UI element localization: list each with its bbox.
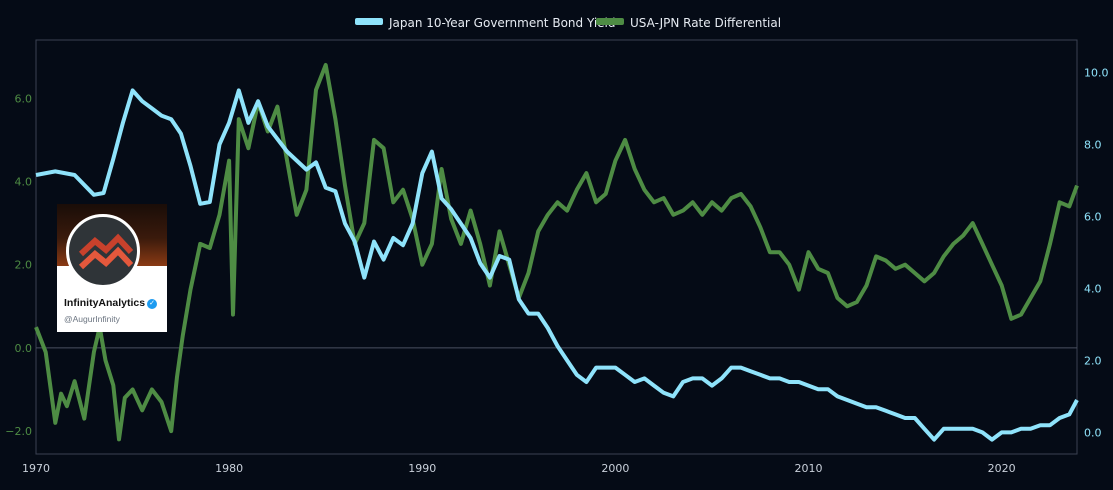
- left-y-tick-label: 2.0: [15, 259, 33, 272]
- x-axis-ticks: 1970 1980 1990 2000 2010 2020: [22, 462, 1016, 475]
- x-tick-label: 2010: [795, 462, 823, 475]
- left-axis-ticks: 6.0 4.0 2.0 0.0 −2.0: [5, 92, 32, 438]
- right-y-tick-label: 0.0: [1084, 426, 1102, 439]
- x-tick-label: 1980: [215, 462, 243, 475]
- left-y-tick-label: 4.0: [15, 175, 33, 188]
- legend-label-differential: USA-JPN Rate Differential: [630, 16, 781, 30]
- series-line-jgb-yield: [35, 88, 1079, 442]
- brand-logo-card: InfinityAnalytics ✓ @AugurInfinity: [57, 204, 167, 332]
- mountain-logo-icon: [78, 233, 134, 270]
- x-tick-label: 2020: [988, 462, 1016, 475]
- legend-swatch-differential: [596, 18, 624, 25]
- verified-check-icon: ✓: [147, 299, 158, 309]
- left-y-tick-label: 0.0: [15, 342, 33, 355]
- logo-avatar: [66, 214, 140, 288]
- legend: Japan 10-Year Government Bond Yield USA-…: [355, 16, 781, 30]
- right-y-tick-label: 2.0: [1084, 354, 1102, 367]
- right-y-tick-label: 10.0: [1084, 66, 1109, 79]
- right-y-tick-label: 4.0: [1084, 282, 1102, 295]
- left-y-tick-label: 6.0: [15, 92, 33, 105]
- series-line-rate-differential: [34, 63, 1079, 442]
- logo-handle: @AugurInfinity: [64, 314, 120, 324]
- logo-name: InfinityAnalytics ✓: [64, 297, 158, 309]
- legend-swatch-jgb: [355, 18, 383, 25]
- left-y-tick-label: −2.0: [5, 425, 32, 438]
- right-y-tick-label: 8.0: [1084, 138, 1102, 151]
- right-axis-ticks: 10.0 8.0 6.0 4.0 2.0 0.0: [1084, 66, 1109, 439]
- x-tick-label: 1990: [408, 462, 436, 475]
- x-tick-label: 2000: [601, 462, 629, 475]
- series-layer: [34, 63, 1079, 442]
- plot-frame: [35, 39, 1078, 455]
- right-y-tick-label: 6.0: [1084, 210, 1102, 223]
- x-tick-label: 1970: [22, 462, 50, 475]
- legend-label-jgb: Japan 10-Year Government Bond Yield: [388, 16, 616, 30]
